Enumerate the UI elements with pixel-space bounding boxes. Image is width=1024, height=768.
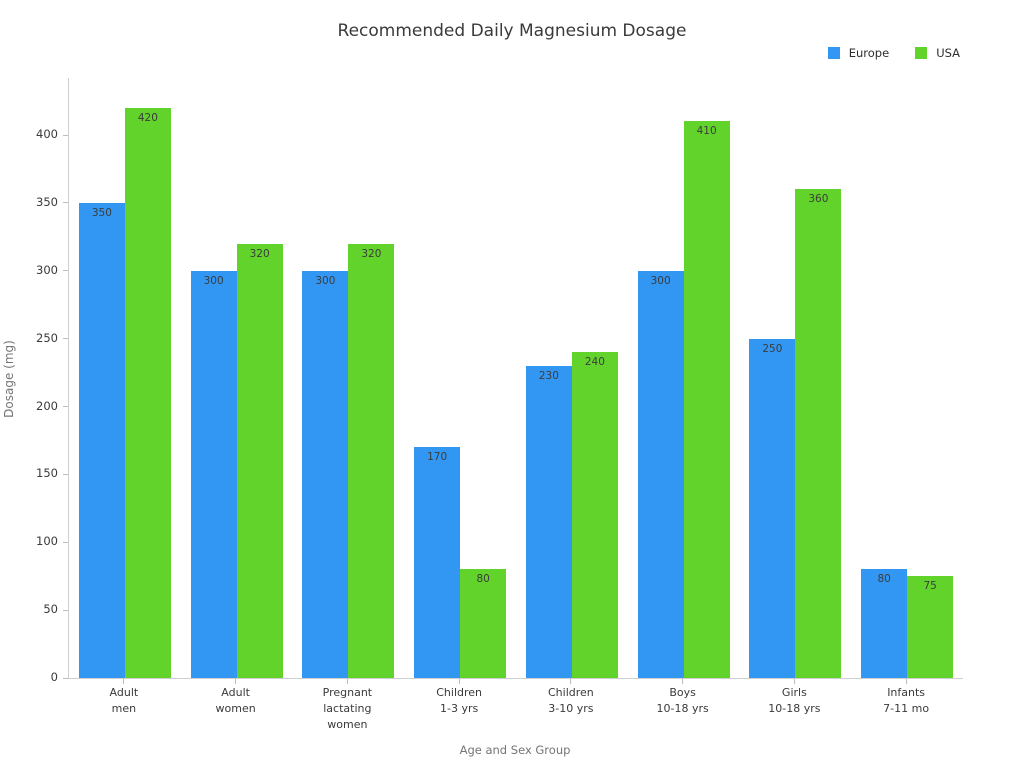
y-tick-mark bbox=[63, 270, 68, 272]
bar-usa-7 bbox=[907, 576, 954, 678]
bar-value-label: 230 bbox=[538, 369, 559, 382]
bar-usa-1 bbox=[236, 243, 283, 678]
bar-europe-0 bbox=[78, 202, 125, 678]
bar-value-label: 320 bbox=[361, 247, 382, 260]
x-category-label: Adult men bbox=[109, 686, 139, 715]
bar-value-label: 300 bbox=[650, 274, 671, 287]
x-category-label: Boys 10-18 yrs bbox=[656, 686, 709, 715]
bar-value-label: 300 bbox=[203, 274, 224, 287]
legend-item-europe: Europe bbox=[827, 46, 890, 60]
y-tick-mark bbox=[63, 677, 68, 679]
x-tick-mark bbox=[123, 679, 125, 684]
y-tick-mark bbox=[63, 541, 68, 543]
x-tick-mark bbox=[905, 679, 907, 684]
bar-europe-7 bbox=[861, 569, 908, 678]
bar-europe-3 bbox=[414, 447, 461, 678]
y-tick-label: 350 bbox=[36, 194, 58, 209]
bar-value-label: 360 bbox=[808, 193, 829, 206]
y-tick-label: 100 bbox=[36, 534, 58, 549]
x-category-label: Pregnant lactating women bbox=[322, 686, 373, 731]
x-axis-title: Age and Sex Group bbox=[459, 743, 571, 757]
bar-usa-0 bbox=[124, 107, 171, 678]
bar-value-label: 240 bbox=[584, 356, 605, 369]
legend-swatch-icon bbox=[827, 47, 840, 59]
y-tick-mark bbox=[63, 338, 68, 340]
y-tick-mark bbox=[63, 609, 68, 611]
x-tick-mark bbox=[458, 679, 460, 684]
bar-value-label: 350 bbox=[91, 206, 112, 219]
x-category-label: Infants 7-11 mo bbox=[883, 686, 930, 715]
legend-item-usa: USA bbox=[915, 46, 960, 60]
bar-value-label: 300 bbox=[315, 274, 336, 287]
y-tick-label: 200 bbox=[36, 398, 58, 413]
y-tick-label: 0 bbox=[50, 670, 58, 684]
x-category-label: Adult women bbox=[215, 686, 256, 715]
legend: Europe USA bbox=[827, 46, 960, 60]
bar-europe-4 bbox=[525, 365, 572, 678]
bar-usa-3 bbox=[460, 569, 507, 678]
bar-value-label: 170 bbox=[427, 451, 448, 464]
bar-usa-6 bbox=[795, 189, 842, 678]
legend-item-label: USA bbox=[936, 46, 960, 60]
bar-usa-5 bbox=[683, 121, 730, 678]
bar-europe-5 bbox=[637, 270, 684, 678]
bar-usa-2 bbox=[348, 243, 395, 678]
bar-value-label: 410 bbox=[696, 125, 717, 138]
legend-swatch-icon bbox=[915, 47, 928, 59]
y-tick-label: 300 bbox=[36, 262, 58, 277]
bar-value-label: 320 bbox=[249, 247, 270, 260]
bar-value-label: 420 bbox=[137, 111, 158, 124]
y-tick-mark bbox=[63, 202, 68, 204]
x-category-label: Girls 10-18 yrs bbox=[768, 686, 821, 715]
bar-europe-1 bbox=[190, 270, 237, 678]
bar-usa-4 bbox=[571, 352, 618, 678]
y-tick-mark bbox=[63, 473, 68, 475]
bar-value-label: 80 bbox=[877, 573, 891, 586]
x-tick-mark bbox=[235, 679, 237, 684]
chart-title: Recommended Daily Magnesium Dosage bbox=[337, 21, 687, 41]
y-tick-label: 150 bbox=[36, 466, 58, 481]
y-tick-mark bbox=[63, 134, 68, 136]
x-tick-mark bbox=[346, 679, 348, 684]
x-tick-mark bbox=[793, 679, 795, 684]
bar-europe-2 bbox=[302, 270, 349, 678]
bar-value-label: 80 bbox=[476, 573, 490, 586]
x-tick-mark bbox=[570, 679, 572, 684]
y-tick-label: 400 bbox=[36, 127, 58, 141]
bar-europe-6 bbox=[749, 338, 796, 678]
x-tick-mark bbox=[682, 679, 684, 684]
y-tick-label: 50 bbox=[43, 602, 58, 617]
bar-value-label: 250 bbox=[762, 342, 783, 355]
y-tick-label: 250 bbox=[36, 330, 58, 345]
legend-item-label: Europe bbox=[848, 46, 890, 60]
bar-value-label: 75 bbox=[923, 580, 937, 593]
x-category-label: Children 3-10 yrs bbox=[547, 686, 594, 715]
x-category-label: Children 1-3 yrs bbox=[436, 686, 483, 715]
plot-area: 350 300 300 170 230 300 250 80 420 320 320 80 240 410… bbox=[68, 78, 963, 679]
y-tick-mark bbox=[63, 406, 68, 407]
